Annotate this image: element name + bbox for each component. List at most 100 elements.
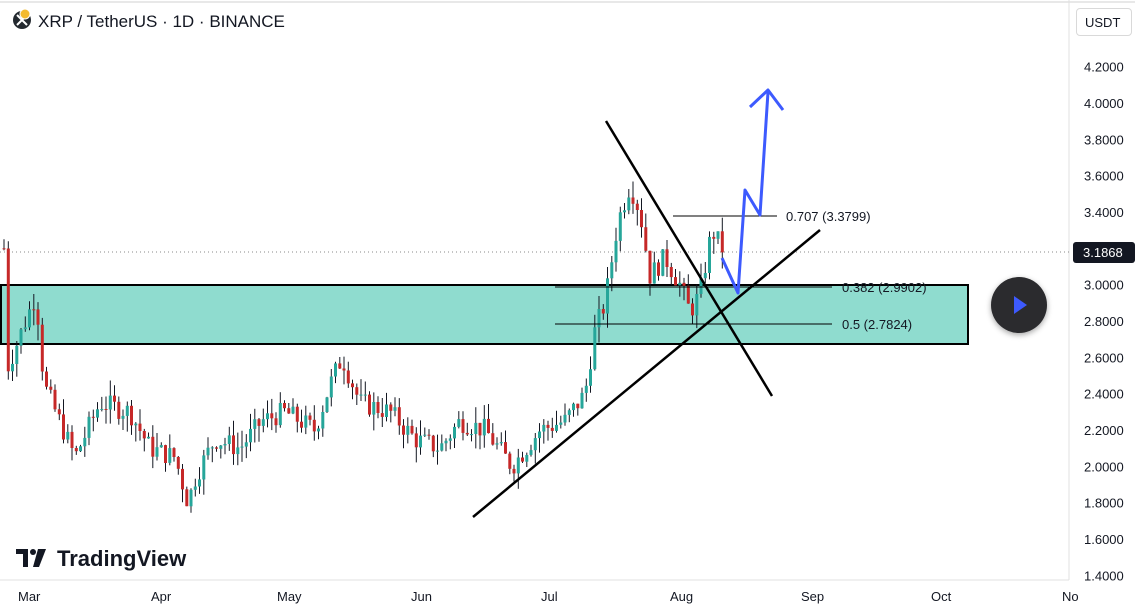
candle-up bbox=[423, 434, 427, 436]
candle-up bbox=[66, 431, 70, 440]
candle-up bbox=[23, 327, 27, 330]
candle-down bbox=[504, 442, 507, 454]
candle-down bbox=[682, 282, 686, 286]
ascending-trendline bbox=[472, 229, 821, 518]
candle-up bbox=[474, 422, 478, 434]
time-axis[interactable]: Mar Apr May Jun Jul Aug Sep Oct No bbox=[18, 589, 1079, 604]
candle-down bbox=[380, 413, 384, 417]
candle-down bbox=[113, 395, 116, 402]
candle-down bbox=[138, 423, 142, 431]
candle-down bbox=[176, 457, 180, 469]
candle-up bbox=[593, 327, 597, 370]
candle-down bbox=[300, 421, 303, 428]
candle-up bbox=[206, 447, 210, 456]
candle-up bbox=[227, 435, 231, 444]
candle-up bbox=[559, 422, 563, 425]
candle-up bbox=[618, 212, 622, 241]
candle-down bbox=[130, 405, 133, 426]
price-axis[interactable]: 4.20004.00003.80003.60003.40003.20003.00… bbox=[1084, 60, 1124, 584]
candle-down bbox=[164, 445, 167, 463]
candle-up bbox=[529, 450, 533, 455]
candle-down bbox=[644, 227, 648, 251]
candle-up bbox=[321, 412, 325, 429]
candle-up bbox=[79, 446, 82, 452]
candle-up bbox=[716, 231, 720, 239]
candle-up bbox=[121, 415, 125, 419]
candle-up bbox=[240, 446, 244, 448]
candle-up bbox=[567, 410, 571, 415]
candle-up bbox=[193, 486, 197, 490]
candle-up bbox=[393, 407, 397, 411]
candle-up bbox=[189, 489, 193, 507]
candle-up bbox=[359, 394, 363, 396]
candle-down bbox=[45, 371, 48, 387]
time-tick-label: Oct bbox=[931, 589, 952, 604]
candle-up bbox=[661, 249, 665, 276]
candle-down bbox=[640, 210, 643, 228]
candle-up bbox=[19, 329, 23, 346]
time-tick-label: Mar bbox=[18, 589, 41, 604]
candle-up bbox=[516, 457, 520, 474]
candle-down bbox=[151, 436, 155, 457]
candle-up bbox=[372, 402, 376, 415]
candle-up bbox=[678, 282, 682, 286]
candle-up bbox=[134, 423, 138, 426]
candle-down bbox=[368, 394, 371, 415]
currency-label[interactable]: USDT bbox=[1076, 8, 1132, 36]
tradingview-brand[interactable]: TradingView bbox=[57, 546, 187, 571]
candle-down bbox=[104, 409, 108, 410]
candle-down bbox=[181, 468, 184, 490]
candle-down bbox=[576, 403, 580, 409]
candle-down bbox=[550, 427, 554, 431]
candle-down bbox=[427, 434, 431, 436]
candle-up bbox=[495, 443, 499, 445]
candle-down bbox=[546, 424, 550, 428]
candle-down bbox=[74, 448, 78, 452]
candle-down bbox=[491, 433, 495, 445]
candle-down bbox=[410, 425, 414, 434]
candle-up bbox=[448, 438, 452, 441]
xrp-logo-icon bbox=[13, 8, 31, 29]
time-tick-label: Jul bbox=[541, 589, 558, 604]
time-tick-label: Sep bbox=[801, 589, 824, 604]
price-tick-label: 3.6000 bbox=[1084, 169, 1124, 184]
candle-down bbox=[376, 402, 380, 413]
play-button[interactable] bbox=[991, 277, 1047, 333]
candle-down bbox=[142, 431, 146, 439]
candle-down bbox=[36, 309, 40, 325]
candle-up bbox=[597, 309, 601, 328]
candle-up bbox=[652, 262, 656, 284]
price-tick-label: 3.4000 bbox=[1084, 205, 1124, 220]
candle-up bbox=[499, 442, 503, 444]
fib-label-382: 0.382 (2.9902) bbox=[842, 280, 927, 295]
candle-down bbox=[49, 386, 53, 390]
candle-up bbox=[108, 395, 112, 410]
candle-down bbox=[257, 419, 261, 426]
candle-down bbox=[431, 435, 435, 452]
candle-down bbox=[478, 422, 482, 436]
candle-up bbox=[266, 413, 269, 420]
candle-down bbox=[648, 250, 652, 284]
candle-down bbox=[712, 236, 716, 239]
candle-up bbox=[703, 273, 707, 279]
candle-down bbox=[312, 419, 316, 432]
fib-label-5: 0.5 (2.7824) bbox=[842, 317, 912, 332]
symbol-title[interactable]: XRP / TetherUS · 1D · BINANCE bbox=[38, 12, 285, 31]
candle-down bbox=[397, 407, 401, 426]
candle-down bbox=[346, 370, 350, 384]
candle-down bbox=[389, 404, 393, 411]
candle-down bbox=[657, 262, 660, 276]
candle-up bbox=[202, 455, 206, 480]
candle-up bbox=[155, 447, 159, 457]
current-price-badge bbox=[1073, 242, 1135, 263]
candle-down bbox=[635, 203, 639, 210]
candle-up bbox=[482, 418, 486, 436]
candle-down bbox=[62, 414, 65, 440]
candle-up bbox=[542, 424, 546, 432]
price-tick-label: 2.6000 bbox=[1084, 350, 1124, 365]
candle-up bbox=[329, 376, 333, 398]
candle-down bbox=[355, 387, 359, 395]
candle-up bbox=[100, 409, 104, 410]
